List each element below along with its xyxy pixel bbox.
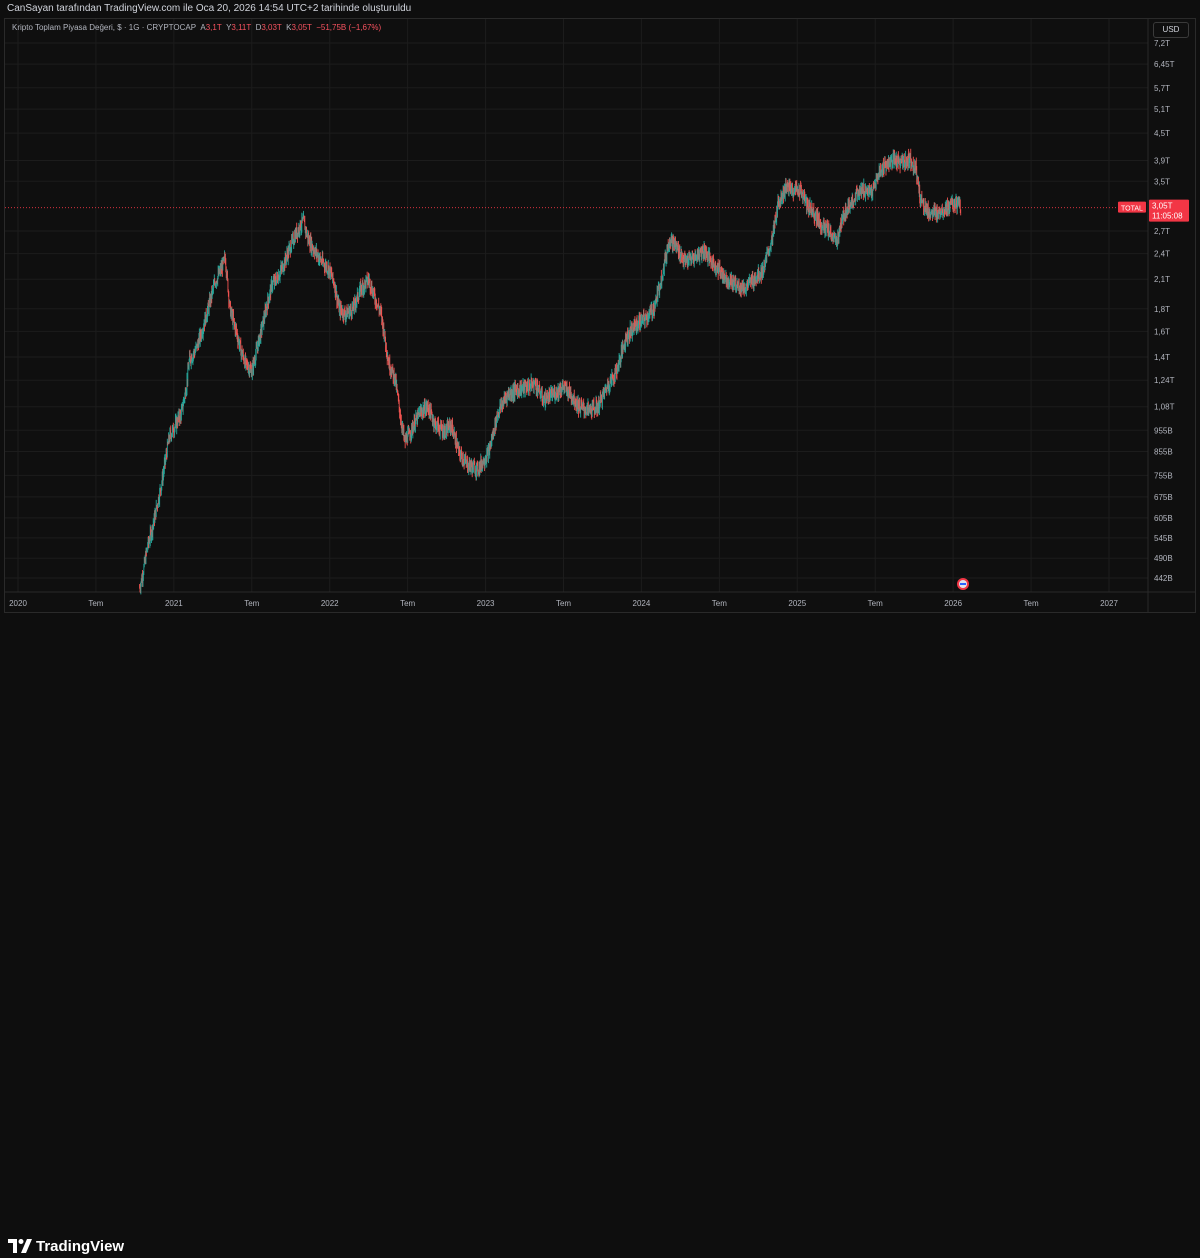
chart-legend: Kripto Toplam Piyasa Değeri, $ · 1G · CR… xyxy=(12,23,381,32)
x-tick-label: 2020 xyxy=(9,599,27,608)
x-tick-label: 2025 xyxy=(788,599,806,608)
legend-high-label: Y xyxy=(226,23,232,32)
x-tick-label: 2026 xyxy=(944,599,962,608)
x-tick-label: Tem xyxy=(88,599,103,608)
y-tick-label: 955B xyxy=(1154,426,1173,435)
y-tick-label: 755B xyxy=(1154,471,1173,480)
x-tick-label: Tem xyxy=(712,599,727,608)
y-tick-label: 2,1T xyxy=(1154,275,1170,284)
x-tick-label: 2024 xyxy=(633,599,651,608)
event-flag-bar xyxy=(960,583,966,585)
tradingview-logo-icon xyxy=(8,1239,32,1253)
y-tick-label: 442B xyxy=(1154,574,1173,583)
legend-change: −51,75B (−1,67%) xyxy=(316,23,382,32)
y-tick-label: 1,8T xyxy=(1154,305,1170,314)
y-tick-label: 1,24T xyxy=(1154,376,1175,385)
legend-open: 3,1T xyxy=(205,23,222,32)
y-tick-label: 675B xyxy=(1154,493,1173,502)
y-tick-label: 2,4T xyxy=(1154,250,1170,259)
legend-low-label: D xyxy=(255,23,262,32)
grid-lines xyxy=(5,19,1148,592)
footer-bar: TradingView xyxy=(0,614,1200,1255)
y-tick-label: 545B xyxy=(1154,534,1173,543)
y-tick-label: 4,5T xyxy=(1154,129,1170,138)
y-tick-label: 3,5T xyxy=(1154,177,1170,186)
y-tick-label: 2,7T xyxy=(1154,227,1170,236)
price-chart[interactable]: 7,2T 6,45T 5,7T 5,1T 4,5T 3,9T 3,5T 2,7T 2,4T 2,1… xyxy=(5,19,1195,612)
legend-title: Kripto Toplam Piyasa Değeri, $ · 1G · CR… xyxy=(12,23,196,32)
legend-close: 3,05T xyxy=(291,23,312,32)
y-tick-label: 7,2T xyxy=(1154,39,1170,48)
symbol-tag: TOTAL xyxy=(1121,206,1143,213)
x-tick-label: Tem xyxy=(556,599,571,608)
price-tag-bg xyxy=(1149,199,1189,222)
y-tick-label: 5,1T xyxy=(1154,105,1170,114)
y-tick-label: 1,4T xyxy=(1154,353,1170,362)
x-tick-label: Tem xyxy=(1024,599,1039,608)
chart-panel[interactable]: 7,2T 6,45T 5,7T 5,1T 4,5T 3,9T 3,5T 2,7T 2,4T 2,1… xyxy=(4,18,1196,613)
legend-high: 3,11T xyxy=(231,23,252,32)
legend-close-label: K xyxy=(286,23,292,32)
y-tick-label: 3,9T xyxy=(1154,157,1170,166)
y-tick-label: 490B xyxy=(1154,554,1173,563)
brand-name: TradingView xyxy=(36,1237,125,1255)
x-tick-label: 2021 xyxy=(165,599,183,608)
y-tick-label: 6,45T xyxy=(1154,60,1175,69)
event-flag-icon xyxy=(957,578,969,590)
y-tick-label: 1,08T xyxy=(1154,403,1175,412)
credit-text: CanSayan tarafından TradingView.com ile … xyxy=(7,3,412,14)
brand-logo[interactable]: TradingView xyxy=(8,1234,124,1258)
y-tick-label: 5,7T xyxy=(1154,84,1170,93)
price-tag-countdown: 11:05:08 xyxy=(1152,212,1183,221)
symbol-tag-bg xyxy=(1118,201,1146,213)
candles xyxy=(139,148,962,595)
x-tick-label: 2023 xyxy=(477,599,495,608)
x-tick-label: Tem xyxy=(244,599,259,608)
y-tick-label: 1,6T xyxy=(1154,327,1170,336)
currency-button[interactable]: USD xyxy=(1153,22,1189,38)
legend-open-label: A xyxy=(200,23,206,32)
x-tick-label: Tem xyxy=(400,599,415,608)
x-tick-label: Tem xyxy=(868,599,883,608)
y-tick-label: 605B xyxy=(1154,514,1173,523)
x-tick-label: 2022 xyxy=(321,599,339,608)
y-tick-label: 855B xyxy=(1154,448,1173,457)
price-tag-value: 3,05T xyxy=(1152,202,1173,211)
header-bar: CanSayan tarafından TradingView.com ile … xyxy=(0,0,1200,18)
x-tick-label: 2027 xyxy=(1100,599,1118,608)
legend-low: 3,03T xyxy=(261,23,282,32)
